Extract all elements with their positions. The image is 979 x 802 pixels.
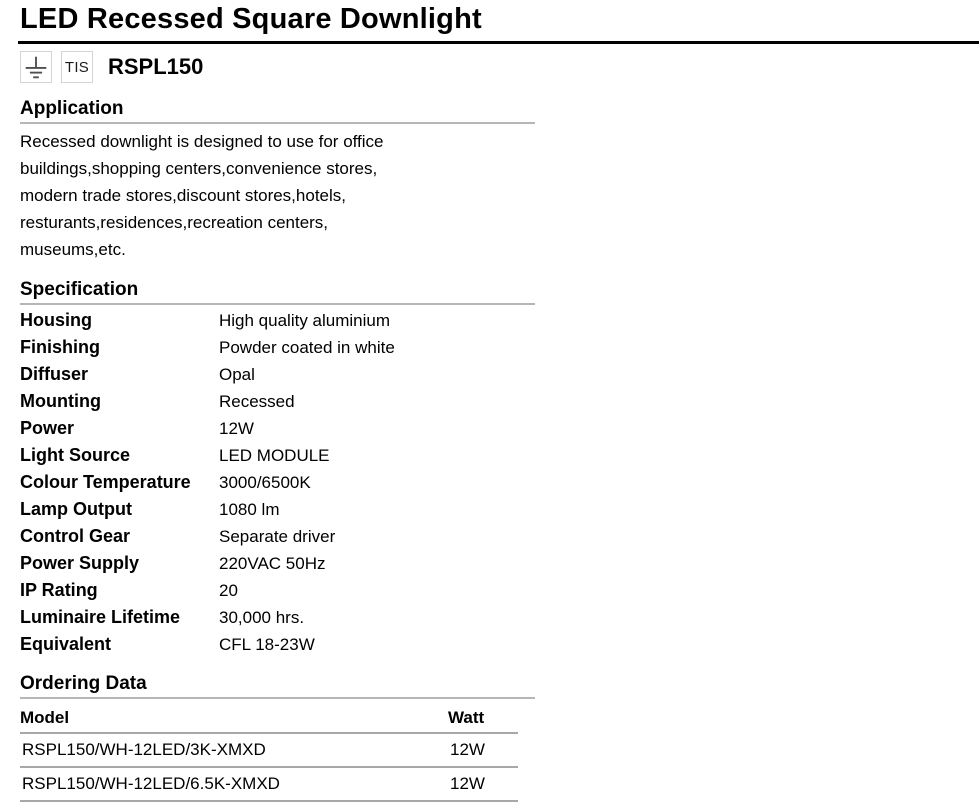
application-line: Recessed downlight is designed to use fo… <box>20 132 384 151</box>
spec-value: Opal <box>219 365 255 384</box>
spec-row: Finishing Powder coated in white <box>20 337 540 364</box>
spec-row: Diffuser Opal <box>20 364 540 391</box>
spec-label: Luminaire Lifetime <box>20 607 181 627</box>
application-divider <box>20 122 535 124</box>
cell-model: RSPL150/WH-12LED/3K-XMXD <box>20 733 448 768</box>
spec-row: IP Rating 20 <box>20 580 540 607</box>
earth-ground-icon <box>20 51 52 83</box>
spec-row: Lamp Output 1080 lm <box>20 499 540 526</box>
application-paragraph: Recessed downlight is designed to use fo… <box>20 128 540 263</box>
model-code: RSPL150 <box>108 54 204 79</box>
cell-model: RSPL150/WH-12LED/6.5K-XMXD <box>20 767 448 802</box>
spec-label: Equivalent <box>20 634 112 654</box>
specification-list: Housing High quality aluminium Finishing… <box>20 310 540 661</box>
spec-row: Power Supply 220VAC 50Hz <box>20 553 540 580</box>
spec-value: 220VAC 50Hz <box>219 554 326 573</box>
spec-label: Light Source <box>20 445 131 465</box>
spec-row: Power 12W <box>20 418 540 445</box>
ordering-data-section: Ordering Data Model Watt RSPL150/WH-12LE… <box>0 673 979 802</box>
spec-label: Power <box>20 418 75 438</box>
cell-watt: 12W <box>448 733 518 768</box>
spec-label: IP Rating <box>20 580 98 600</box>
application-line: modern trade stores,discount stores,hote… <box>20 186 346 205</box>
ordering-table: Model Watt RSPL150/WH-12LED/3K-XMXD 12W … <box>20 708 518 802</box>
spec-label: Power Supply <box>20 553 140 573</box>
application-heading: Application <box>20 98 124 119</box>
spec-value: CFL 18-23W <box>219 635 315 654</box>
spec-label: Lamp Output <box>20 499 132 519</box>
spec-row: Equivalent CFL 18-23W <box>20 634 540 661</box>
ordering-table-head: Model Watt <box>20 708 518 734</box>
brand-row: TIS RSPL150 <box>20 50 979 84</box>
specification-section: Specification Housing High quality alumi… <box>0 279 979 661</box>
column-header-watt: Watt <box>448 708 518 734</box>
spec-value: Recessed <box>219 392 295 411</box>
tis-label: TIS <box>64 58 90 76</box>
ordering-data-divider <box>20 697 535 699</box>
spec-value: 12W <box>219 419 254 438</box>
spec-row: Housing High quality aluminium <box>20 310 540 337</box>
spec-row: Light Source LED MODULE <box>20 445 540 472</box>
spec-label: Finishing <box>20 337 100 357</box>
application-line: museums,etc. <box>20 240 126 259</box>
ordering-header-row: Model Watt <box>20 708 518 734</box>
spec-label: Control Gear <box>20 526 131 546</box>
spec-row: Mounting Recessed <box>20 391 540 418</box>
spec-label: Mounting <box>20 391 101 411</box>
spec-value: 30,000 hrs. <box>219 608 305 627</box>
spec-row: Luminaire Lifetime 30,000 hrs. <box>20 607 540 634</box>
spec-row: Control Gear Separate driver <box>20 526 540 553</box>
spec-value: Powder coated in white <box>219 338 395 357</box>
page-title: LED Recessed Square Downlight <box>20 3 482 35</box>
spec-value: 20 <box>219 581 238 600</box>
spec-value: 3000/6500K <box>219 473 311 492</box>
cell-watt: 12W <box>448 767 518 802</box>
table-row: RSPL150/WH-12LED/6.5K-XMXD 12W <box>20 767 518 802</box>
specification-divider <box>20 303 535 305</box>
application-section: Application Recessed downlight is design… <box>0 98 979 263</box>
spec-value: 1080 lm <box>219 500 280 519</box>
spec-value: High quality aluminium <box>219 311 391 330</box>
spec-label: Colour Temperature <box>20 472 191 492</box>
earth-ground-glyph <box>25 56 47 79</box>
spec-label: Diffuser <box>20 364 89 384</box>
table-row: RSPL150/WH-12LED/3K-XMXD 12W <box>20 733 518 768</box>
ordering-table-body: RSPL150/WH-12LED/3K-XMXD 12W RSPL150/WH-… <box>20 733 518 802</box>
spec-value: LED MODULE <box>219 446 330 465</box>
column-header-model: Model <box>20 708 448 734</box>
title-divider <box>18 41 979 44</box>
tis-certification-mark: TIS <box>61 51 93 83</box>
datasheet-page: LED Recessed Square Downlight TIS RSPL15… <box>0 3 979 802</box>
ordering-data-heading: Ordering Data <box>20 673 147 694</box>
application-line: resturants,residences,recreation centers… <box>20 213 329 232</box>
application-line: buildings,shopping centers,convenience s… <box>20 159 378 178</box>
spec-row: Colour Temperature 3000/6500K <box>20 472 540 499</box>
spec-label: Housing <box>20 310 92 330</box>
specification-heading: Specification <box>20 279 139 300</box>
spec-value: Separate driver <box>219 527 336 546</box>
